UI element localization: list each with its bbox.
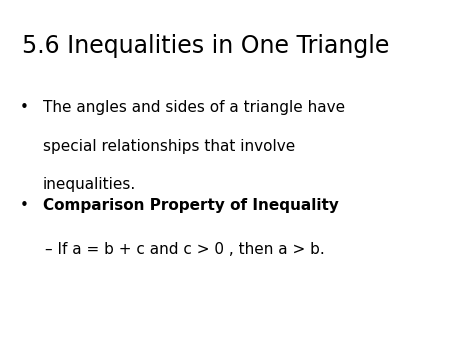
Text: Comparison Property of Inequality: Comparison Property of Inequality: [43, 198, 338, 213]
Text: •: •: [20, 100, 29, 115]
Text: special relationships that involve: special relationships that involve: [43, 139, 295, 153]
Text: inequalities.: inequalities.: [43, 177, 136, 192]
Text: 5.6 Inequalities in One Triangle: 5.6 Inequalities in One Triangle: [22, 34, 390, 58]
Text: •: •: [20, 198, 29, 213]
Text: The angles and sides of a triangle have: The angles and sides of a triangle have: [43, 100, 345, 115]
Text: – If a = b + c and c > 0 , then a > b.: – If a = b + c and c > 0 , then a > b.: [45, 242, 325, 257]
